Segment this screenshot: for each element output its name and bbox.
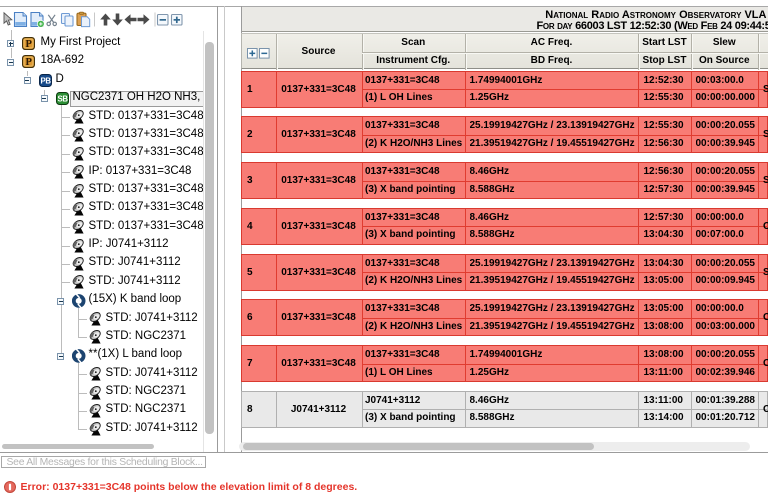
- svg-text:P: P: [25, 57, 32, 68]
- svg-text:P: P: [25, 39, 32, 50]
- svg-text:PB: PB: [40, 76, 51, 85]
- svg-text:SB: SB: [57, 94, 68, 103]
